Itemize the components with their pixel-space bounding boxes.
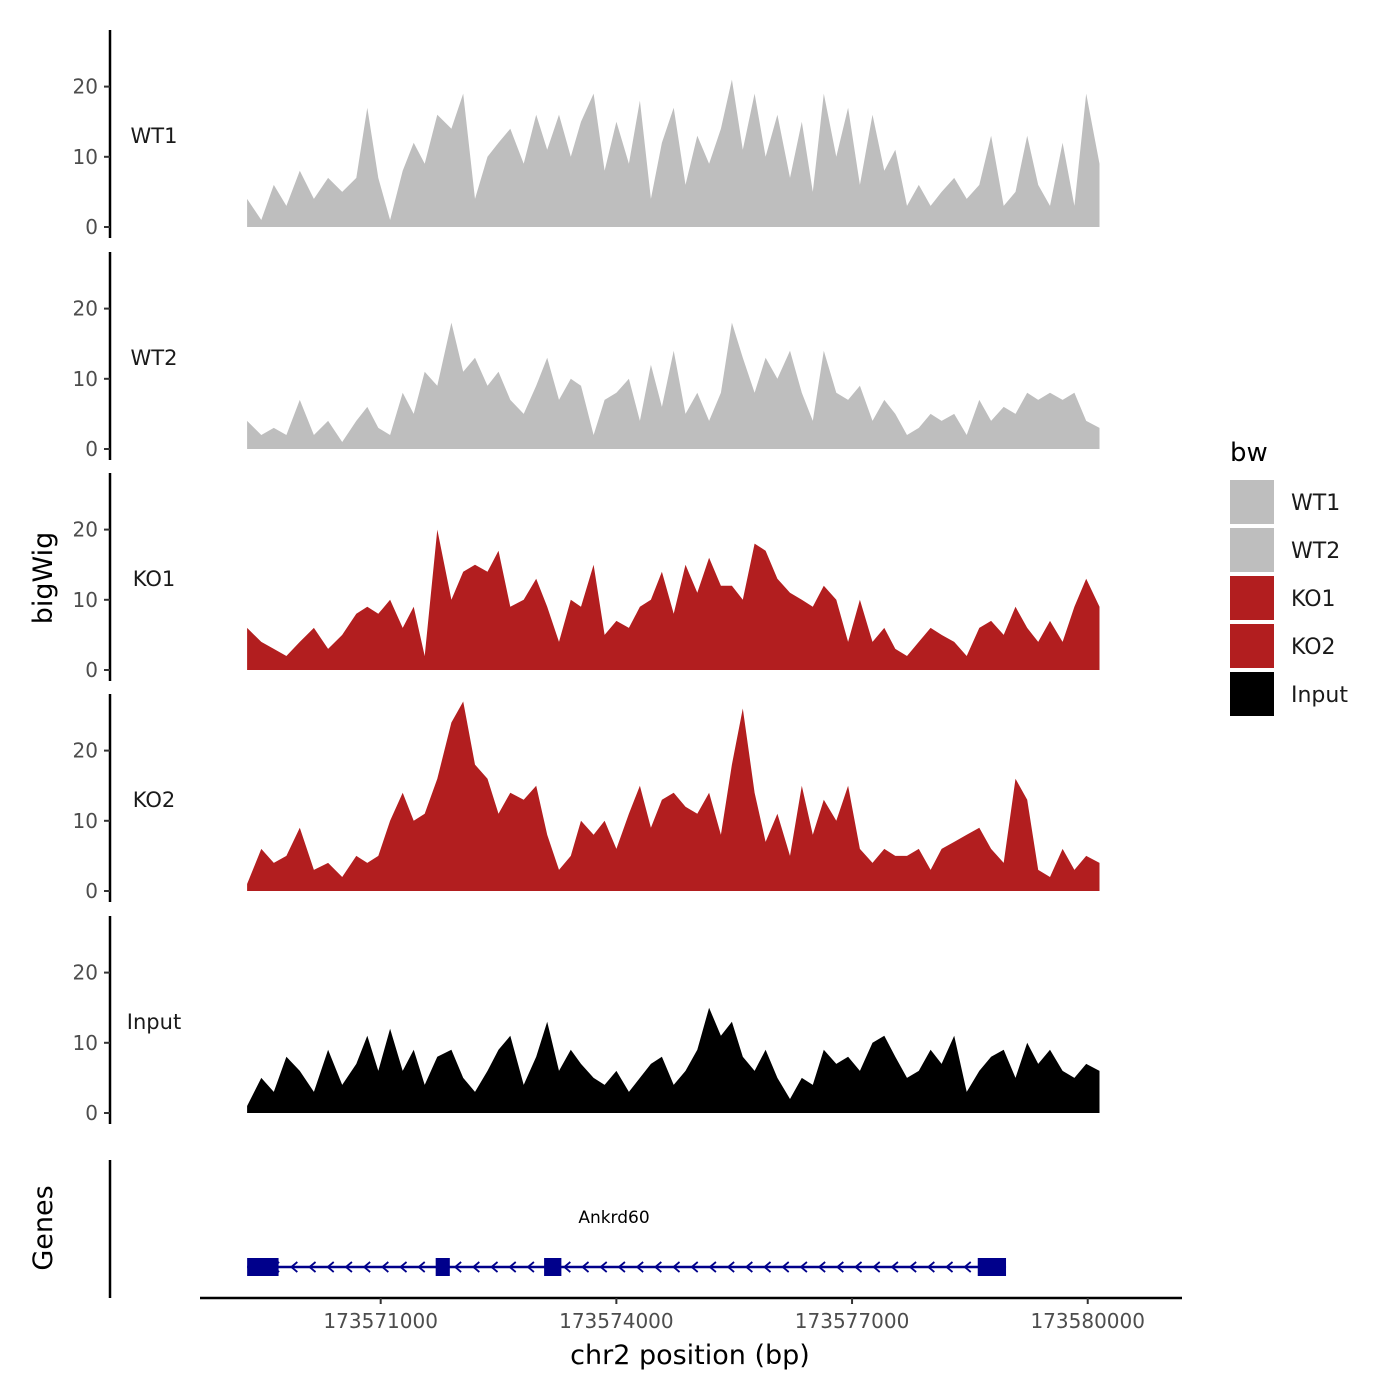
strand-arrow [872, 1261, 881, 1273]
strand-arrow [453, 1261, 462, 1273]
y-tick-label: 0 [85, 1101, 98, 1125]
y-tick-label: 10 [73, 1031, 98, 1055]
strand-arrow [763, 1261, 772, 1273]
strand-arrow [799, 1261, 808, 1273]
legend-key-wt2 [1230, 528, 1274, 572]
y-tick-label: 20 [73, 75, 98, 99]
strand-arrow [690, 1261, 699, 1273]
strand-arrow [708, 1261, 717, 1273]
strand-arrow [744, 1261, 753, 1273]
legend-label-input: Input [1291, 683, 1348, 708]
y-tick-label: 20 [73, 961, 98, 985]
legend: bw WT1 WT2 KO1 KO2 Input [1230, 438, 1348, 716]
y-axis-title: bigWig [28, 532, 59, 625]
coverage-tracks: 0 10 20 WT1 0 10 20 WT2 0 10 20 KO1 0 10 20 KO2 0 10 20 Inp… [73, 30, 1100, 1125]
strand-arrow [581, 1261, 590, 1273]
coverage-area-wt2 [247, 322, 1100, 449]
gene-track: Ankrd60 [108, 1160, 1007, 1298]
legend-key-input [1230, 672, 1274, 716]
legend-title: bw [1230, 438, 1268, 468]
strand-arrow [490, 1261, 499, 1273]
legend-label-wt2: WT2 [1291, 539, 1340, 564]
legend-key-ko1 [1230, 576, 1274, 620]
gene-exon [247, 1258, 279, 1276]
strand-arrow [526, 1261, 535, 1273]
strand-arrow [781, 1261, 790, 1273]
strand-arrow [617, 1261, 626, 1273]
track-label-wt2: WT2 [131, 346, 178, 370]
legend-label-wt1: WT1 [1291, 491, 1340, 516]
strand-arrow [399, 1261, 408, 1273]
strand-arrow [417, 1261, 426, 1273]
strand-arrow [926, 1261, 935, 1273]
x-axis: 173571000 173574000 173577000 173580000 [200, 1296, 1182, 1333]
y-tick-label: 10 [73, 809, 98, 833]
x-tick-label: 173574000 [559, 1309, 674, 1333]
strand-arrow [726, 1261, 735, 1273]
y-tick-label: 0 [85, 437, 98, 461]
strand-arrow [854, 1261, 863, 1273]
legend-label-ko1: KO1 [1291, 587, 1336, 612]
coverage-area-wt1 [247, 79, 1100, 227]
strand-arrow [817, 1261, 826, 1273]
genes-track-title: Genes [28, 1185, 59, 1270]
strand-arrow [963, 1261, 972, 1273]
x-tick-label: 173571000 [323, 1309, 438, 1333]
y-tick-label: 10 [73, 367, 98, 391]
track-label-ko2: KO2 [133, 788, 176, 812]
x-tick-label: 173580000 [1030, 1309, 1145, 1333]
track-label-ko1: KO1 [133, 567, 176, 591]
legend-key-wt1 [1230, 480, 1274, 524]
track-label-wt1: WT1 [131, 124, 178, 148]
coverage-area-ko1 [247, 529, 1100, 670]
y-tick-label: 20 [73, 297, 98, 321]
strand-arrow [326, 1261, 335, 1273]
y-tick-label: 0 [85, 658, 98, 682]
strand-arrow [362, 1261, 371, 1273]
strand-arrow [945, 1261, 954, 1273]
strand-arrow [289, 1261, 298, 1273]
y-tick-label: 0 [85, 215, 98, 239]
strand-arrow [599, 1261, 608, 1273]
strand-arrow [890, 1261, 899, 1273]
y-tick-label: 10 [73, 145, 98, 169]
strand-arrow [308, 1261, 317, 1273]
track-wt2: 0 10 20 WT2 [73, 252, 1100, 461]
legend-label-ko2: KO2 [1291, 635, 1336, 660]
gene-exon [544, 1258, 562, 1276]
gene-label: Ankrd60 [578, 1208, 649, 1228]
x-tick-label: 173577000 [795, 1309, 910, 1333]
strand-arrow [635, 1261, 644, 1273]
coverage-area-ko2 [247, 701, 1100, 891]
track-label-input: Input [127, 1010, 181, 1034]
legend-key-ko2 [1230, 624, 1274, 668]
strand-arrow [908, 1261, 917, 1273]
strand-arrow [471, 1261, 480, 1273]
x-axis-title: chr2 position (bp) [570, 1340, 810, 1371]
y-tick-label: 10 [73, 588, 98, 612]
track-ko1: 0 10 20 KO1 [73, 473, 1100, 682]
strand-arrow [653, 1261, 662, 1273]
gene-exon [435, 1258, 450, 1276]
track-wt1: 0 10 20 WT1 [73, 30, 1100, 239]
strand-arrow [562, 1261, 571, 1273]
strand-arrow [672, 1261, 681, 1273]
strand-arrow [344, 1261, 353, 1273]
strand-arrow [835, 1261, 844, 1273]
gene-exon [977, 1258, 1007, 1276]
strand-arrow [380, 1261, 389, 1273]
coverage-area-input [247, 1007, 1100, 1113]
y-tick-label: 0 [85, 879, 98, 903]
y-tick-label: 20 [73, 739, 98, 763]
y-tick-label: 20 [73, 518, 98, 542]
track-ko2: 0 10 20 KO2 [73, 694, 1100, 903]
track-input: 0 10 20 Input [73, 916, 1100, 1125]
strand-arrow [508, 1261, 517, 1273]
